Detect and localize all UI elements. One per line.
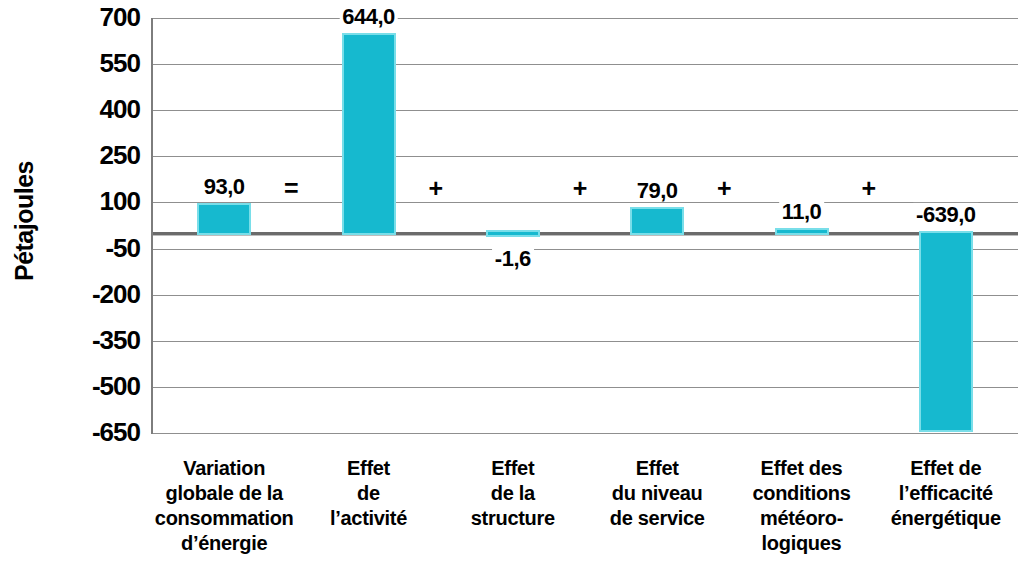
bar bbox=[342, 33, 396, 235]
bar-value-label: 11,0 bbox=[779, 200, 825, 223]
gridline bbox=[152, 341, 1018, 342]
category-label-line: d’énergie bbox=[155, 531, 294, 556]
category-label-line: de la bbox=[471, 481, 555, 506]
gridline bbox=[152, 295, 1018, 296]
category-label-line: Effet bbox=[330, 456, 407, 481]
operator-plus: + bbox=[717, 176, 732, 201]
y-tick-label: 400 bbox=[30, 97, 140, 123]
bar-value-label: -1,6 bbox=[492, 247, 534, 270]
operator-plus: + bbox=[428, 176, 443, 201]
operator-plus: + bbox=[573, 176, 588, 201]
y-axis-line bbox=[151, 18, 153, 434]
gridline bbox=[152, 18, 1018, 19]
operator-plus: + bbox=[861, 176, 876, 201]
category-label: Effetde lastructure bbox=[471, 456, 555, 531]
y-tick-label: -50 bbox=[30, 235, 140, 261]
y-tick-label: -200 bbox=[30, 281, 140, 307]
bar bbox=[630, 207, 684, 235]
y-tick-label: 250 bbox=[30, 143, 140, 169]
category-label-line: Effet bbox=[610, 456, 705, 481]
gridline bbox=[152, 433, 1018, 434]
gridline bbox=[152, 64, 1018, 65]
y-tick-label: 550 bbox=[30, 51, 140, 77]
gridline bbox=[152, 387, 1018, 388]
category-label-line: Effet bbox=[471, 456, 555, 481]
gridline bbox=[152, 110, 1018, 111]
bar-value-label: 644,0 bbox=[339, 5, 398, 28]
category-label-line: du niveau bbox=[610, 481, 705, 506]
category-label-line: météoro- bbox=[752, 506, 850, 531]
category-label-line: Effet de bbox=[891, 456, 1001, 481]
category-label-line: de bbox=[330, 481, 407, 506]
category-label: Variationglobale de laconsommationd’éner… bbox=[155, 456, 294, 556]
category-label: Effet desconditionsmétéoro-logiques bbox=[752, 456, 850, 556]
bar bbox=[775, 228, 829, 235]
operator-equals: = bbox=[284, 176, 299, 201]
category-label-line: structure bbox=[471, 506, 555, 531]
y-axis-title: Pétajoules bbox=[10, 161, 39, 281]
y-tick-label: -350 bbox=[30, 327, 140, 353]
bar-value-label: 93,0 bbox=[201, 175, 248, 198]
zero-baseline bbox=[152, 232, 1018, 236]
category-label-line: consommation bbox=[155, 506, 294, 531]
bar bbox=[486, 230, 540, 237]
y-tick-label: -500 bbox=[30, 373, 140, 399]
bar-value-label: 79,0 bbox=[634, 179, 681, 202]
category-label: Effet del’efficacitéénergétique bbox=[891, 456, 1001, 531]
category-label-line: globale de la bbox=[155, 481, 294, 506]
bar bbox=[197, 203, 251, 236]
y-tick-label: -650 bbox=[30, 419, 140, 445]
category-label: Effetdu niveaude service bbox=[610, 456, 705, 531]
y-tick-label: 100 bbox=[30, 189, 140, 215]
bar-value-label: -639,0 bbox=[913, 203, 978, 226]
category-label-line: logiques bbox=[752, 531, 850, 556]
category-label-line: conditions bbox=[752, 481, 850, 506]
category-label-line: l’activité bbox=[330, 506, 407, 531]
category-label: Effetdel’activité bbox=[330, 456, 407, 531]
category-label-line: l’efficacité bbox=[891, 481, 1001, 506]
gridline bbox=[152, 202, 1018, 203]
gridline bbox=[152, 249, 1018, 250]
category-label-line: Effet des bbox=[752, 456, 850, 481]
category-label-line: énergétique bbox=[891, 506, 1001, 531]
bar-chart: Pétajoules 700 550 400 250 100 -50 -200 -350 -50… bbox=[0, 0, 1029, 562]
y-tick-label: 700 bbox=[30, 4, 140, 30]
gridline bbox=[152, 156, 1018, 157]
category-label-line: de service bbox=[610, 506, 705, 531]
category-label-line: Variation bbox=[155, 456, 294, 481]
bar bbox=[919, 231, 973, 431]
